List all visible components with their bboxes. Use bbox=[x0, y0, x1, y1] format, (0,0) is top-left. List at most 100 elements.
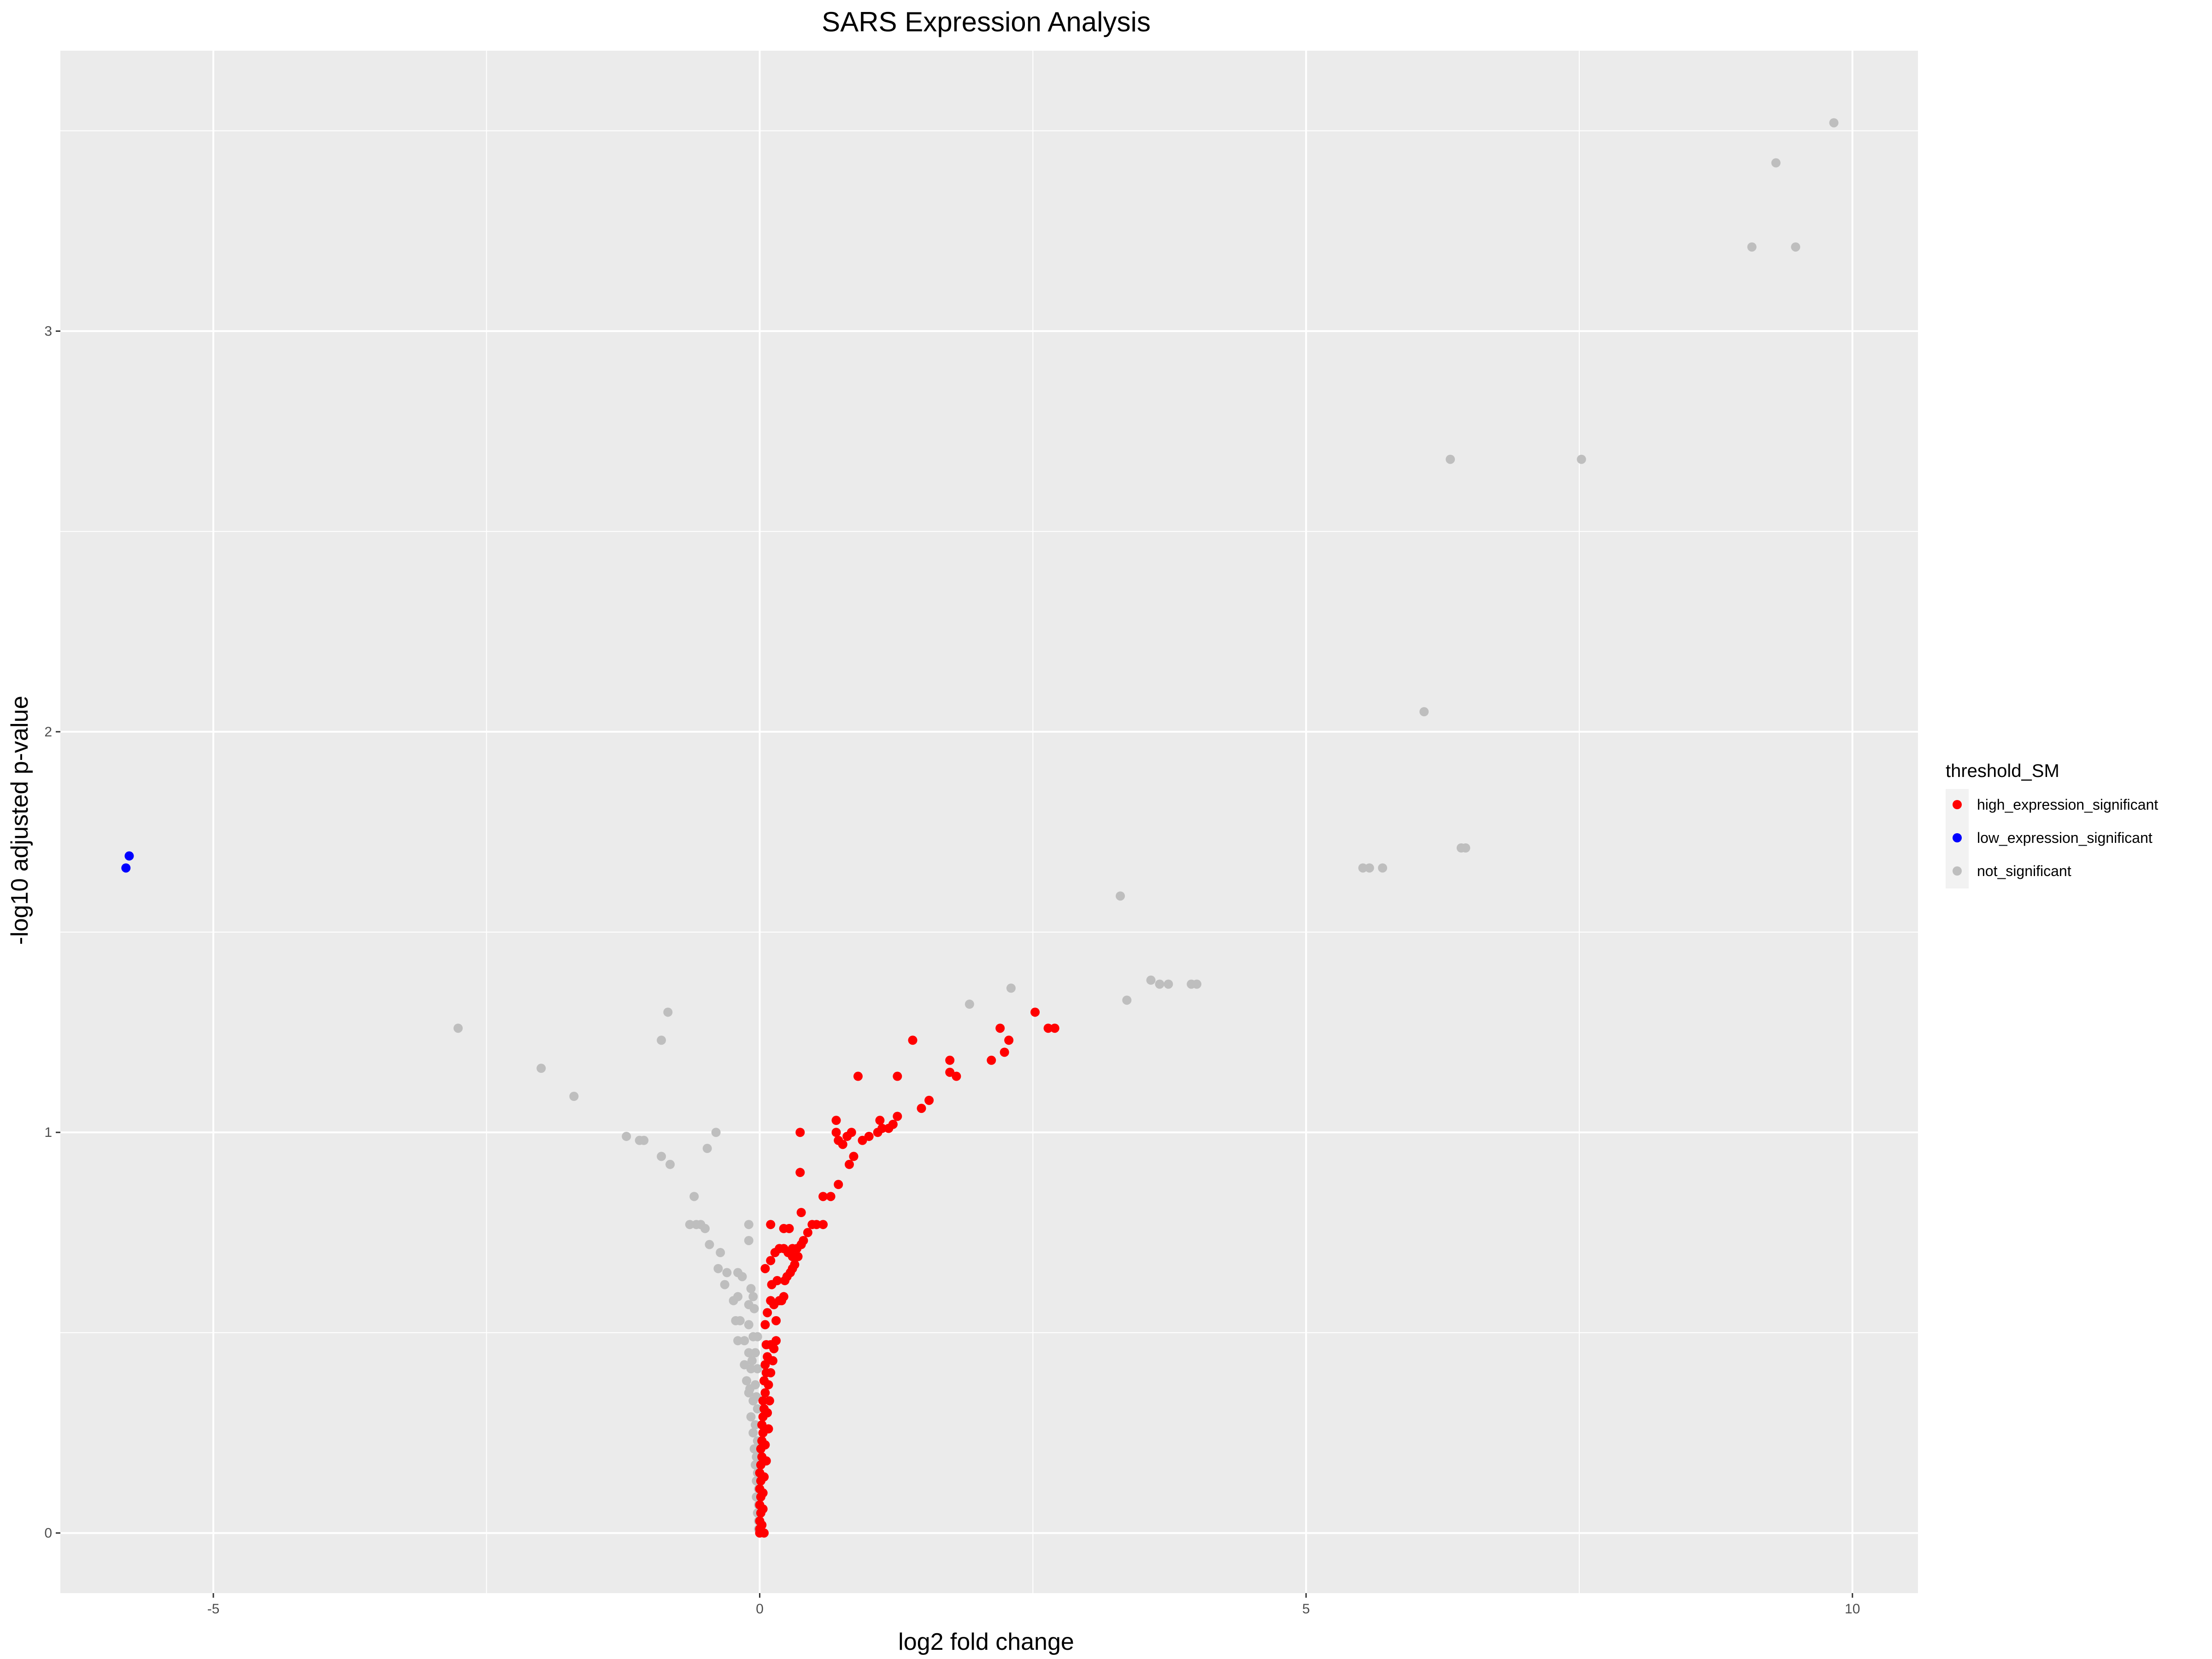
data-point-high-expression-significant bbox=[760, 1320, 770, 1330]
data-point-not-significant bbox=[753, 1364, 762, 1374]
y-tick-label: 1 bbox=[44, 1125, 52, 1140]
data-point-not-significant bbox=[740, 1336, 749, 1346]
data-point-high-expression-significant bbox=[799, 1235, 808, 1245]
data-point-high-expression-significant bbox=[764, 1424, 773, 1434]
data-point-not-significant bbox=[747, 1356, 757, 1365]
legend-key-high-expression-significant bbox=[1953, 800, 1962, 809]
data-point-high-expression-significant bbox=[1000, 1047, 1009, 1057]
data-point-high-expression-significant bbox=[818, 1192, 828, 1201]
data-point-not-significant bbox=[1006, 983, 1016, 993]
data-point-high-expression-significant bbox=[831, 1128, 841, 1137]
data-point-high-expression-significant bbox=[893, 1071, 902, 1081]
data-point-not-significant bbox=[735, 1316, 745, 1325]
data-point-high-expression-significant bbox=[761, 1456, 771, 1466]
data-point-high-expression-significant bbox=[803, 1228, 812, 1237]
data-point-not-significant bbox=[746, 1364, 756, 1374]
data-point-not-significant bbox=[1146, 975, 1156, 985]
data-point-not-significant bbox=[744, 1348, 753, 1358]
data-point-high-expression-significant bbox=[779, 1292, 788, 1301]
data-point-high-expression-significant bbox=[764, 1380, 773, 1389]
data-point-not-significant bbox=[742, 1376, 752, 1386]
data-point-not-significant bbox=[1365, 863, 1374, 873]
data-point-high-expression-significant bbox=[826, 1192, 835, 1201]
data-point-high-expression-significant bbox=[758, 1504, 768, 1514]
data-point-not-significant bbox=[744, 1235, 753, 1245]
data-point-not-significant bbox=[657, 1035, 666, 1045]
data-point-high-expression-significant bbox=[834, 1180, 843, 1189]
data-point-high-expression-significant bbox=[763, 1408, 772, 1418]
data-point-high-expression-significant bbox=[838, 1140, 847, 1149]
data-point-not-significant bbox=[716, 1248, 725, 1258]
data-point-not-significant bbox=[1577, 454, 1586, 464]
data-point-high-expression-significant bbox=[795, 1168, 805, 1177]
data-point-not-significant bbox=[569, 1092, 579, 1101]
data-point-not-significant bbox=[1461, 843, 1471, 853]
y-tick-label: 3 bbox=[44, 324, 52, 339]
data-points bbox=[121, 118, 1839, 1538]
data-point-not-significant bbox=[749, 1304, 759, 1313]
data-point-not-significant bbox=[748, 1292, 758, 1301]
data-point-high-expression-significant bbox=[759, 1528, 769, 1538]
data-point-high-expression-significant bbox=[849, 1152, 859, 1161]
x-tick-label: 10 bbox=[1845, 1601, 1860, 1617]
data-point-not-significant bbox=[1771, 158, 1781, 168]
data-point-low-expression-significant bbox=[124, 851, 134, 861]
data-point-not-significant bbox=[744, 1320, 753, 1330]
data-point-not-significant bbox=[751, 1348, 760, 1358]
data-point-high-expression-significant bbox=[945, 1055, 955, 1065]
data-point-high-expression-significant bbox=[796, 1208, 806, 1218]
data-point-high-expression-significant bbox=[769, 1344, 779, 1353]
data-point-high-expression-significant bbox=[766, 1220, 776, 1230]
data-point-high-expression-significant bbox=[760, 1440, 770, 1450]
data-point-high-expression-significant bbox=[818, 1220, 828, 1230]
legend: threshold_SM high_expression_significant… bbox=[1946, 761, 2158, 888]
data-point-high-expression-significant bbox=[875, 1116, 885, 1125]
data-point-not-significant bbox=[705, 1240, 714, 1249]
data-point-high-expression-significant bbox=[795, 1128, 805, 1137]
data-point-high-expression-significant bbox=[847, 1128, 856, 1137]
data-point-not-significant bbox=[1155, 979, 1165, 989]
data-point-not-significant bbox=[1116, 891, 1125, 901]
data-point-high-expression-significant bbox=[924, 1095, 934, 1105]
data-point-not-significant bbox=[745, 1384, 755, 1394]
legend-label: not_significant bbox=[1977, 863, 2071, 879]
data-point-not-significant bbox=[1122, 995, 1132, 1005]
legend-label: high_expression_significant bbox=[1977, 796, 2158, 813]
data-point-not-significant bbox=[733, 1336, 743, 1346]
data-point-high-expression-significant bbox=[771, 1336, 781, 1346]
data-point-not-significant bbox=[1791, 242, 1800, 252]
data-point-not-significant bbox=[1358, 863, 1368, 873]
data-point-not-significant bbox=[746, 1284, 756, 1294]
legend-items: high_expression_significant low_expressio… bbox=[1946, 789, 2158, 888]
data-point-not-significant bbox=[753, 1404, 762, 1414]
data-point-not-significant bbox=[751, 1420, 760, 1430]
data-point-not-significant bbox=[639, 1135, 649, 1145]
y-tick-label: 0 bbox=[44, 1526, 52, 1541]
data-point-not-significant bbox=[689, 1192, 699, 1201]
data-point-high-expression-significant bbox=[784, 1224, 794, 1233]
data-point-high-expression-significant bbox=[771, 1316, 781, 1325]
minor-gridlines bbox=[60, 51, 1918, 1593]
x-axis-title: log2 fold change bbox=[898, 1629, 1074, 1655]
data-point-not-significant bbox=[733, 1292, 743, 1301]
legend-label: low_expression_significant bbox=[1977, 830, 2153, 846]
data-point-high-expression-significant bbox=[760, 1264, 770, 1273]
data-point-not-significant bbox=[453, 1024, 463, 1033]
data-point-high-expression-significant bbox=[812, 1220, 821, 1230]
data-point-high-expression-significant bbox=[766, 1368, 776, 1377]
data-point-high-expression-significant bbox=[917, 1104, 926, 1113]
data-point-high-expression-significant bbox=[758, 1396, 768, 1406]
data-point-high-expression-significant bbox=[768, 1356, 778, 1365]
data-point-not-significant bbox=[663, 1007, 673, 1017]
data-point-high-expression-significant bbox=[853, 1071, 863, 1081]
data-point-not-significant bbox=[1378, 863, 1388, 873]
data-point-not-significant bbox=[965, 1000, 974, 1009]
data-point-high-expression-significant bbox=[1050, 1024, 1059, 1033]
chart-title: SARS Expression Analysis bbox=[822, 6, 1151, 37]
data-point-high-expression-significant bbox=[790, 1260, 800, 1270]
x-axis-ticks: -5 0 5 10 bbox=[207, 1593, 1860, 1617]
data-point-not-significant bbox=[713, 1264, 723, 1273]
data-point-not-significant bbox=[749, 1444, 759, 1454]
data-point-high-expression-significant bbox=[995, 1024, 1005, 1033]
data-point-high-expression-significant bbox=[759, 1472, 769, 1482]
